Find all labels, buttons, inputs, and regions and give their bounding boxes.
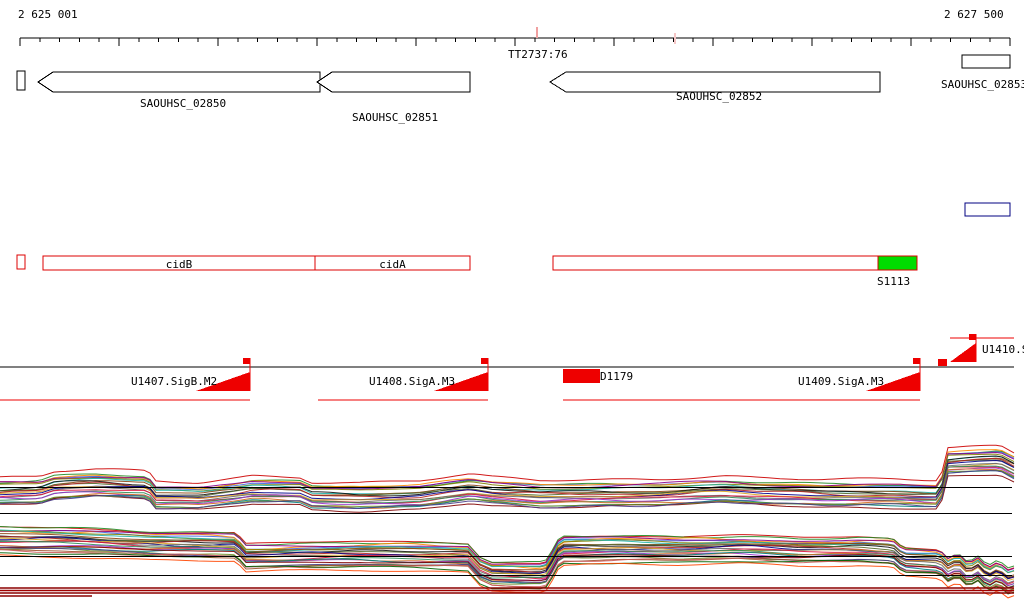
expression-trace	[0, 554, 1015, 599]
expression-trace	[0, 463, 1015, 501]
signal-mark-right[interactable]	[938, 359, 947, 366]
expression-trace	[0, 536, 1015, 580]
signal-label-u1409: U1409.SigA.M3	[798, 375, 885, 388]
gene-label-saouhsc-02853: SAOUHSC_02853	[941, 78, 1024, 91]
gene-arrow-saouhsc-02850[interactable]	[37, 71, 321, 93]
signal-label-d1179: D1179	[600, 370, 634, 383]
expression-band-upper	[0, 444, 1015, 513]
promoter-u1408[interactable]	[434, 358, 489, 391]
expression-trace	[0, 467, 1015, 506]
expression-trace	[0, 455, 1015, 497]
terminator-label: TT2737:76	[508, 48, 568, 61]
signal-track	[0, 337, 1014, 401]
gene-box-saouhsc-02853[interactable]	[961, 54, 1011, 69]
gene-label-saouhsc-02851: SAOUHSC_02851	[352, 111, 439, 124]
gene-label-saouhsc-02850: SAOUHSC_02850	[140, 97, 227, 110]
srna-label-s1113: S1113	[877, 275, 911, 288]
transcript-fragment-left[interactable]	[16, 254, 26, 270]
expression-trace	[0, 548, 1015, 593]
bottom-flat-lines	[0, 587, 1014, 597]
expression-trace	[0, 545, 1015, 588]
expression-trace	[0, 526, 1015, 569]
expression-trace	[0, 469, 1015, 509]
transcript-label-cida: cidA	[379, 258, 406, 271]
transcript-label-cidb: cidB	[165, 258, 193, 271]
gene-arrow-saouhsc-02851[interactable]	[316, 71, 471, 93]
srna-s1113[interactable]	[877, 255, 918, 271]
gene-fragment-left[interactable]	[16, 70, 26, 91]
gene-arrow-saouhsc-02852[interactable]	[549, 71, 881, 93]
gene-label-saouhsc-02852: SAOUHSC_02852	[676, 90, 763, 103]
reference-lines	[0, 487, 1012, 576]
signal-d1179-box[interactable]	[563, 369, 600, 383]
expression-trace	[0, 470, 1015, 510]
ruler	[19, 27, 1011, 46]
signal-label-u1410: U1410.S	[982, 343, 1024, 356]
expression-trace	[0, 540, 1015, 585]
expression-trace	[0, 462, 1015, 503]
signal-label-u1407: U1407.SigB.M2	[131, 375, 218, 388]
expression-band-lower	[0, 526, 1015, 599]
expression-trace	[0, 530, 1015, 571]
promoter-u1410[interactable]	[950, 334, 977, 362]
promoter-u1409[interactable]	[866, 358, 921, 391]
promoter-u1407[interactable]	[196, 358, 251, 391]
expression-trace	[0, 546, 1015, 589]
signal-label-u1408: U1408.SigA.M3	[369, 375, 456, 388]
expression-trace	[0, 444, 1015, 484]
expression-trace	[0, 540, 1015, 587]
transcript-s1113-operon[interactable]	[552, 255, 918, 271]
ruler-start-label: 2 625 001	[18, 8, 78, 21]
expression-trace	[0, 529, 1015, 573]
feature-box-blue[interactable]	[964, 202, 1011, 217]
transcript-cida[interactable]	[314, 255, 471, 271]
ruler-end-label: 2 627 500	[944, 8, 1004, 21]
